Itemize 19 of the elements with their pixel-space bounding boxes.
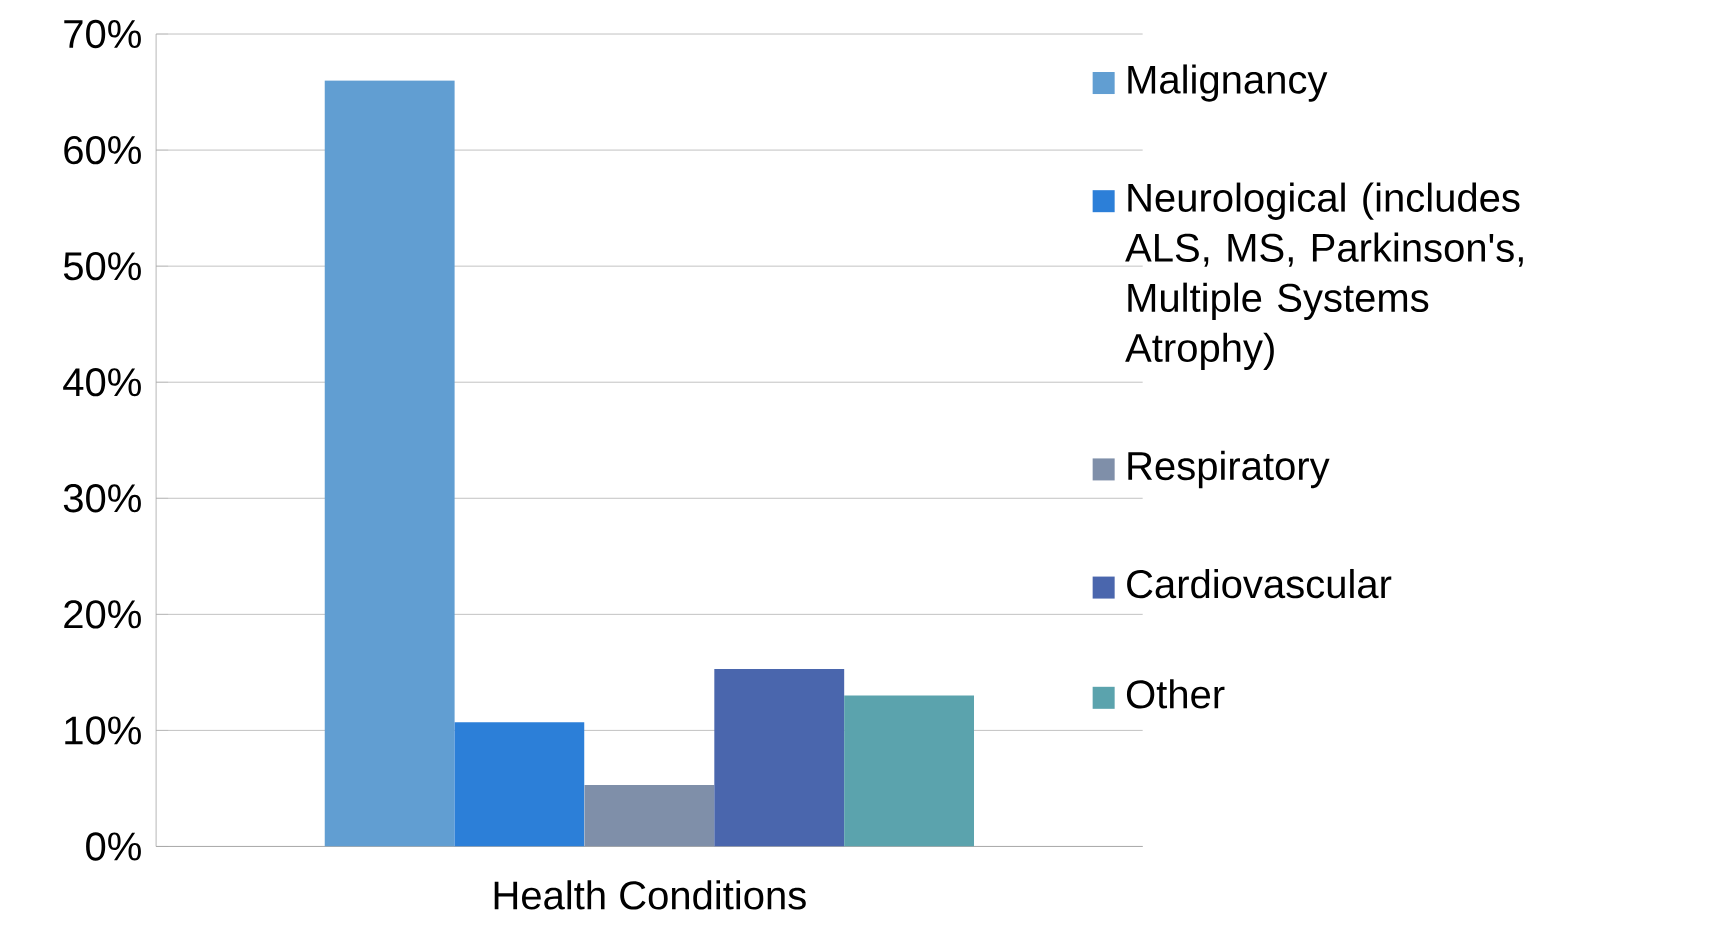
legend-label: Other <box>1126 679 1225 709</box>
x-tick-label: Health Conditions <box>494 880 806 910</box>
bar <box>844 695 975 847</box>
y-tick-label: 10% <box>65 716 141 745</box>
y-tick-label: 30% <box>63 484 141 513</box>
y-tick-label: 60% <box>64 136 141 165</box>
legend-label: Cardiovascular <box>1127 569 1392 599</box>
bar <box>454 722 585 847</box>
y-tick-label: 0% <box>86 832 141 861</box>
legend-label: Malignancy <box>1128 64 1328 102</box>
legend-label: Neurological (includes ALS, MS, Parkinson's, Multiple Systems Atrophy) <box>1125 182 1523 371</box>
bar <box>714 669 845 847</box>
bar <box>584 785 715 847</box>
y-tick-label: 20% <box>64 600 141 629</box>
legend-label: Respiratory <box>1128 451 1330 489</box>
bar <box>324 80 455 847</box>
y-tick-label: 40% <box>63 368 141 397</box>
y-tick-label: 70% <box>64 20 141 49</box>
y-tick-label: 50% <box>63 252 141 281</box>
